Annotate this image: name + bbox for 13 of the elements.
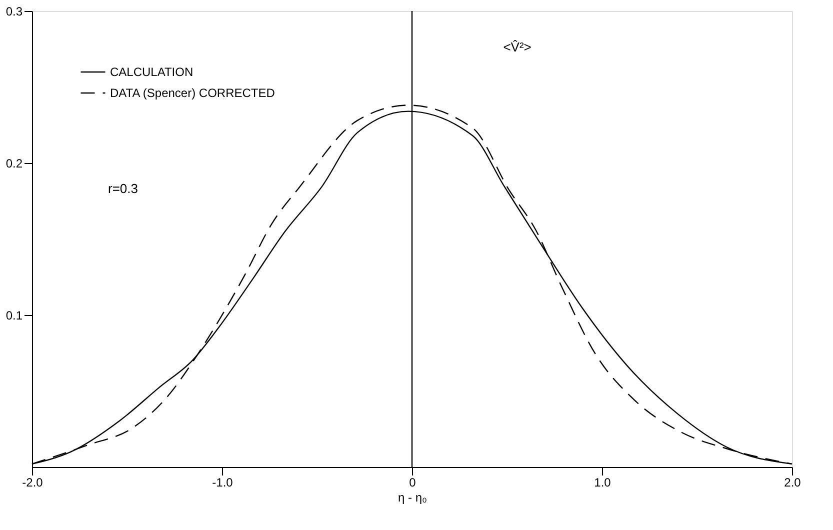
annotation: r=0.3 (108, 180, 138, 196)
x-tick-label: 1.0 (594, 476, 612, 490)
annotation: <V̂²> (503, 39, 532, 54)
x-tick-label: -1.0 (212, 476, 234, 490)
x-tick-label: 0 (409, 476, 416, 490)
y-tick-label: 0.1 (6, 308, 23, 322)
y-tick-label: 0.3 (6, 4, 23, 18)
y-tick-label: 0.2 (6, 156, 23, 170)
x-tick-label: 2.0 (784, 476, 802, 490)
legend-label: CALCULATION (110, 65, 194, 79)
x-axis-title: η - η₀ (398, 490, 428, 504)
legend-label: DATA (Spencer) CORRECTED (110, 86, 276, 100)
x-tick-label: -2.0 (22, 476, 44, 490)
